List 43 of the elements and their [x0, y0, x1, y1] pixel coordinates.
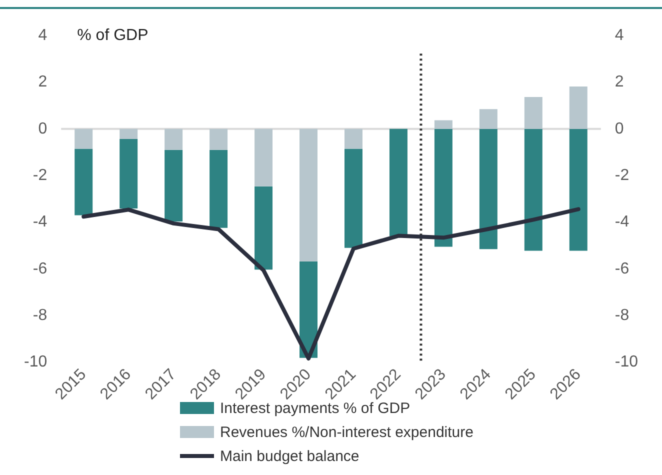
bar — [569, 128, 588, 251]
bar — [479, 128, 498, 250]
bar — [120, 138, 138, 208]
y-tick-label: 0 — [38, 120, 48, 138]
legend-label: Main budget balance — [220, 448, 360, 464]
y2-tick-label: -6 — [614, 260, 630, 278]
bar — [120, 128, 138, 139]
y2-tick-label: 0 — [614, 120, 624, 138]
y2-tick-label: -2 — [614, 167, 630, 184]
y-tick-label: 2 — [38, 74, 48, 91]
bar — [524, 128, 542, 251]
y2-tick-label: -8 — [614, 306, 630, 324]
bar — [300, 128, 318, 262]
legend-label: Revenues %/Non-interest expenditure — [220, 424, 474, 440]
y-tick-label: -4 — [32, 214, 48, 231]
bar — [74, 128, 93, 149]
y2-tick-label: -10 — [614, 354, 638, 371]
bar — [164, 128, 183, 150]
bar — [344, 128, 362, 149]
y-tick-label: -10 — [24, 354, 48, 371]
bar — [344, 148, 362, 248]
y-tick-label: 4 — [38, 27, 48, 44]
bar — [210, 128, 228, 150]
bar — [254, 128, 273, 186]
bar — [254, 186, 273, 270]
bar — [164, 150, 183, 222]
bar — [479, 109, 498, 129]
legend-label: Interest payments % of GDP — [220, 400, 410, 416]
y-tick-label: -2 — [32, 167, 48, 184]
y2-tick-label: 4 — [614, 27, 624, 44]
bar — [210, 150, 228, 228]
bar — [300, 261, 318, 358]
y-tick-label: -6 — [32, 260, 48, 278]
y2-tick-label: -4 — [614, 214, 630, 231]
bar — [74, 148, 93, 216]
bar — [524, 96, 542, 129]
bar — [389, 128, 408, 236]
bar — [434, 128, 452, 247]
bar — [434, 120, 452, 129]
y2-tick-label: 2 — [614, 74, 624, 91]
bar — [569, 86, 588, 129]
y-axis-title: % of GDP — [77, 27, 148, 44]
y-tick-label: -8 — [32, 306, 48, 324]
